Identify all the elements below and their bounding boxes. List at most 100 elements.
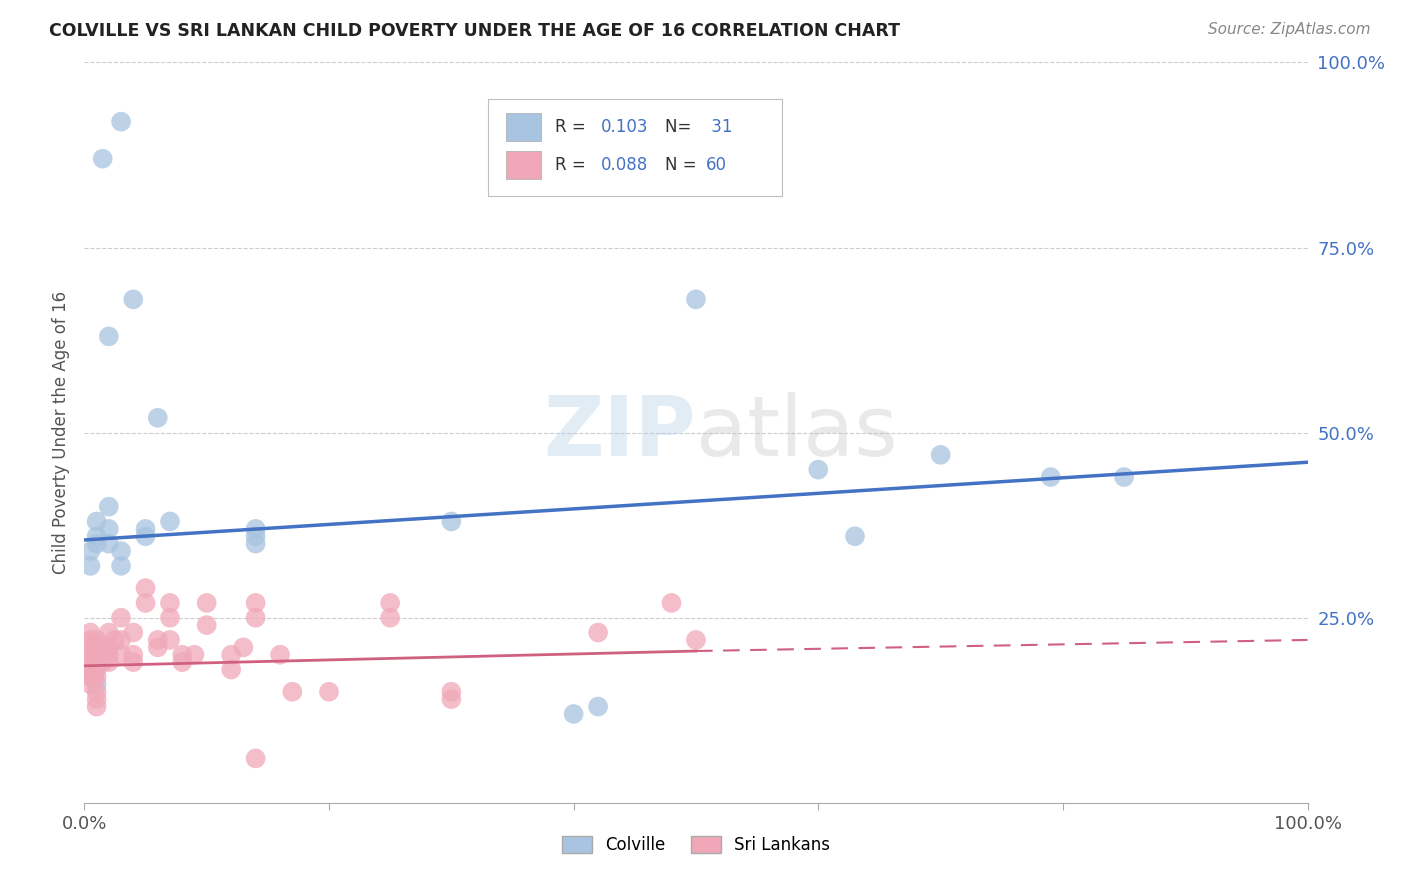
Point — [122, 625, 145, 640]
Point — [110, 114, 132, 128]
FancyBboxPatch shape — [506, 112, 541, 141]
Point — [380, 596, 402, 610]
Text: Source: ZipAtlas.com: Source: ZipAtlas.com — [1208, 22, 1371, 37]
Point — [83, 670, 105, 684]
Point — [146, 410, 169, 425]
Point — [86, 632, 108, 647]
Point — [91, 640, 114, 655]
Point — [97, 500, 120, 514]
Point — [97, 536, 120, 550]
Point — [929, 448, 952, 462]
Point — [86, 692, 108, 706]
Point — [86, 536, 108, 550]
Point — [83, 640, 105, 655]
Point — [440, 515, 463, 529]
Point — [245, 751, 267, 765]
Point — [586, 625, 609, 640]
Text: R =: R = — [555, 156, 592, 174]
Point — [685, 632, 707, 647]
Point — [1039, 470, 1062, 484]
Point — [104, 632, 127, 647]
Point — [110, 544, 132, 558]
Point — [135, 522, 157, 536]
Point — [83, 655, 105, 669]
Point — [232, 640, 254, 655]
Point — [159, 632, 181, 647]
Y-axis label: Child Poverty Under the Age of 16: Child Poverty Under the Age of 16 — [52, 291, 70, 574]
Point — [83, 663, 105, 677]
Point — [122, 648, 145, 662]
Point — [318, 685, 340, 699]
Point — [172, 648, 194, 662]
Point — [245, 536, 267, 550]
Text: ZIP: ZIP — [544, 392, 696, 473]
Point — [661, 596, 683, 610]
Point — [97, 522, 120, 536]
Point — [86, 670, 108, 684]
FancyBboxPatch shape — [488, 99, 782, 195]
Point — [685, 293, 707, 307]
Point — [110, 610, 132, 624]
Point — [110, 648, 132, 662]
Point — [97, 648, 120, 662]
Point — [79, 632, 101, 647]
Text: 0.103: 0.103 — [600, 118, 648, 136]
Text: R =: R = — [555, 118, 592, 136]
Point — [97, 625, 120, 640]
Point — [86, 699, 108, 714]
Text: N =: N = — [665, 156, 702, 174]
Point — [195, 596, 218, 610]
Point — [79, 544, 101, 558]
Point — [586, 699, 609, 714]
Text: COLVILLE VS SRI LANKAN CHILD POVERTY UNDER THE AGE OF 16 CORRELATION CHART: COLVILLE VS SRI LANKAN CHILD POVERTY UND… — [49, 22, 900, 40]
Point — [122, 293, 145, 307]
FancyBboxPatch shape — [506, 152, 541, 179]
Point — [97, 655, 120, 669]
Point — [86, 515, 108, 529]
Point — [79, 640, 101, 655]
Point — [159, 596, 181, 610]
Point — [219, 663, 242, 677]
Point — [245, 596, 267, 610]
Point — [146, 632, 169, 647]
Point — [135, 529, 157, 543]
Point — [86, 677, 108, 691]
Point — [159, 515, 181, 529]
Point — [844, 529, 866, 543]
Point — [269, 648, 291, 662]
Text: 60: 60 — [706, 156, 727, 174]
Point — [440, 685, 463, 699]
Point — [91, 655, 114, 669]
Point — [562, 706, 585, 721]
Point — [135, 596, 157, 610]
Point — [86, 655, 108, 669]
Point — [195, 618, 218, 632]
Point — [146, 640, 169, 655]
Point — [380, 610, 402, 624]
Point — [79, 558, 101, 573]
Text: 0.088: 0.088 — [600, 156, 648, 174]
Point — [79, 655, 101, 669]
Point — [79, 670, 101, 684]
Legend: Colville, Sri Lankans: Colville, Sri Lankans — [555, 830, 837, 861]
Point — [219, 648, 242, 662]
Text: 31: 31 — [706, 118, 733, 136]
Point — [159, 610, 181, 624]
Point — [97, 640, 120, 655]
Point — [79, 648, 101, 662]
Point — [86, 529, 108, 543]
Point — [79, 663, 101, 677]
Point — [1114, 470, 1136, 484]
Point — [110, 632, 132, 647]
Point — [86, 663, 108, 677]
Point — [91, 152, 114, 166]
Point — [97, 329, 120, 343]
Point — [245, 522, 267, 536]
Text: N=: N= — [665, 118, 697, 136]
Text: atlas: atlas — [696, 392, 897, 473]
Point — [86, 640, 108, 655]
Point — [122, 655, 145, 669]
Point — [440, 692, 463, 706]
Point — [79, 677, 101, 691]
Point — [79, 625, 101, 640]
